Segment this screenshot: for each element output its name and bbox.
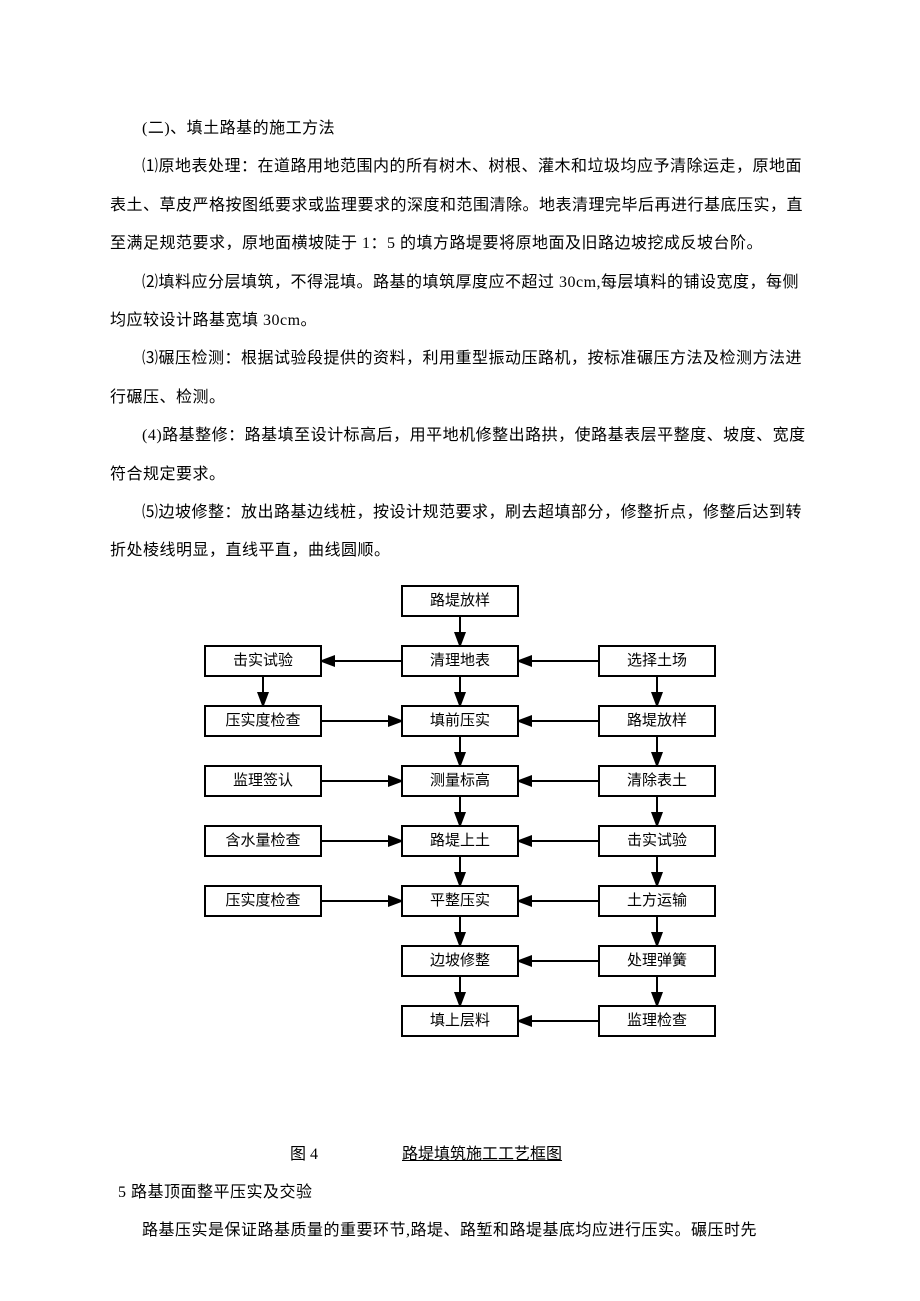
flow-node-label: 路堤放样 <box>627 712 687 729</box>
flow-node-label: 路堤放样 <box>430 592 490 609</box>
section-5-heading: 5 路基顶面整平压实及交验 <box>110 1174 810 1212</box>
flowchart-container: 路堤放样击实试验清理地表选择土场压实度检查填前压实路堤放样监理签认测量标高清除表… <box>185 576 735 1116</box>
flow-node-label: 填前压实 <box>430 712 490 729</box>
document-page: (二)、填土路基的施工方法 ⑴原地表处理：在道路用地范围内的所有树木、树根、灌木… <box>0 0 920 1291</box>
flow-node-label: 路堤上土 <box>430 832 490 849</box>
flow-node-label: 含水量检查 <box>225 832 300 849</box>
flow-node-label: 填上层料 <box>430 1012 490 1029</box>
flow-node-label: 击实试验 <box>233 652 293 669</box>
flow-node-label: 平整压实 <box>430 892 490 909</box>
heading-2: (二)、填土路基的施工方法 <box>110 110 810 148</box>
paragraph-5: ⑸边坡修整：放出路基边线桩，按设计规范要求，刷去超填部分，修整折点，修整后达到转… <box>110 494 810 571</box>
flow-node-label: 清理地表 <box>430 652 490 669</box>
flow-node-label: 清除表土 <box>627 772 687 789</box>
flow-node-label: 测量标高 <box>430 772 490 789</box>
flow-node-label: 压实度检查 <box>225 892 300 909</box>
flow-node-label: 监理签认 <box>233 772 293 789</box>
paragraph-6: 路基压实是保证路基质量的重要环节,路堤、路堑和路堤基底均应进行压实。碾压时先 <box>110 1212 810 1250</box>
flow-node-label: 边坡修整 <box>430 952 490 969</box>
paragraph-3: ⑶碾压检测：根据试验段提供的资料，利用重型振动压路机，按标准碾压方法及检测方法进… <box>110 340 810 417</box>
flow-node-label: 压实度检查 <box>225 712 300 729</box>
figure-caption: 图 4 路堤填筑施工工艺框图 <box>110 1136 810 1174</box>
paragraph-4: (4)路基整修：路基填至设计标高后，用平地机修整出路拱，使路基表层平整度、坡度、… <box>110 417 810 494</box>
flow-node-label: 土方运输 <box>627 892 687 909</box>
flow-node-label: 处理弹簧 <box>627 952 687 969</box>
flow-node-label: 选择土场 <box>627 652 687 669</box>
flow-node-label: 监理检查 <box>627 1012 687 1029</box>
paragraph-1: ⑴原地表处理：在道路用地范围内的所有树木、树根、灌木和垃圾均应予清除运走，原地面… <box>110 148 810 263</box>
figure-title: 路堤填筑施工工艺框图 <box>402 1136 562 1174</box>
figure-number: 图 4 <box>290 1136 318 1174</box>
flowchart-svg: 路堤放样击实试验清理地表选择土场压实度检查填前压实路堤放样监理签认测量标高清除表… <box>185 576 735 1116</box>
flow-node-label: 击实试验 <box>627 832 687 849</box>
paragraph-2: ⑵填料应分层填筑，不得混填。路基的填筑厚度应不超过 30cm,每层填料的铺设宽度… <box>110 264 810 341</box>
